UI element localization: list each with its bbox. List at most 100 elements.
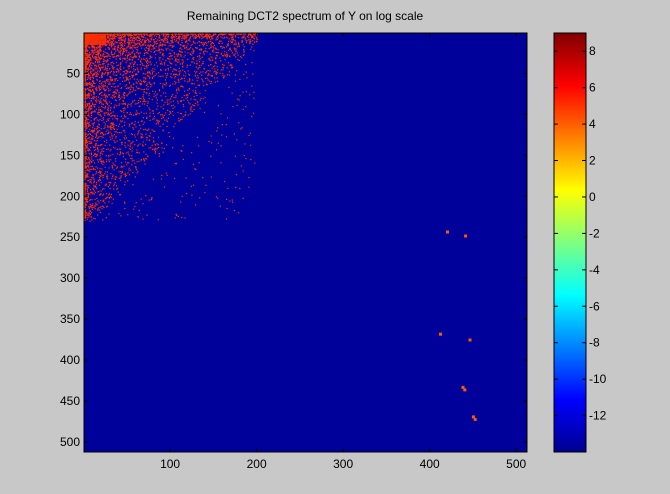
hotspot-pixel [218,34,220,36]
hotspot-pixel [85,197,87,199]
hotspot-pixel [187,89,189,91]
hotspot-pixel [120,176,122,178]
hotspot-pixel [145,39,147,42]
hotspot-pixel [104,45,106,47]
hotspot-pixel [195,168,197,171]
hotspot-pixel [183,74,185,76]
hotspot-pixel [168,33,170,35]
hotspot-pixel [106,69,108,71]
hotspot-pixel [251,46,253,48]
hotspot-pixel [123,124,126,126]
hotspot-pixel [111,38,113,40]
hotspot-pixel [153,148,155,150]
hotspot-pixel [89,70,92,72]
hotspot-pixel [160,33,163,35]
hotspot-pixel [110,195,112,197]
hotspot-pixel [85,174,87,176]
hotspot-pixel [140,98,142,100]
hotspot-pixel [106,34,108,36]
hotspot-pixel [129,154,131,157]
hotspot-pixel [86,156,88,158]
hotspot-pixel [84,190,86,192]
hotspot-pixel [134,54,136,56]
hotspot-pixel [143,41,146,43]
hotspot-pixel [131,160,133,162]
hotspot-pixel [129,78,131,80]
hotspot-pixel [110,61,112,64]
hotspot-pixel [134,47,137,49]
hotspot-pixel [161,43,163,45]
hotspot-pixel [126,51,128,53]
hotspot-pixel [118,36,120,38]
hotspot-pixel [155,148,157,150]
hotspot-pixel [137,33,139,35]
colorbar-gradient [553,32,587,453]
hotspot-pixel [136,42,138,44]
hotspot-pixel [155,43,157,45]
hotspot-pixel [143,54,145,57]
hotspot-pixel [184,38,186,40]
hotspot-pixel [198,55,200,57]
hotspot-pixel [144,143,147,145]
hotspot-pixel [243,35,245,37]
hotspot-pixel [93,168,95,170]
hotspot-pixel [88,77,90,79]
hotspot-pixel [94,133,96,135]
hotspot-pixel [204,102,207,104]
hotspot-pixel [101,153,104,155]
hotspot-pixel [93,149,95,151]
hotspot-pixel [182,38,184,40]
hotspot-pixel [230,33,232,35]
hotspot-pixel [191,43,193,45]
hotspot-pixel [98,93,100,95]
hotspot-pixel [98,58,101,60]
hotspot-pixel [124,51,126,53]
hotspot-pixel [158,75,160,77]
hotspot-pixel [206,44,208,46]
hotspot-pixel [122,57,124,59]
hotspot-pixel [104,67,106,69]
hotspot-pixel [232,35,234,37]
hotspot-pixel [91,71,93,73]
hotspot-pixel [94,82,96,84]
hotspot-pixel [98,172,100,174]
hotspot-pixel [130,148,132,151]
hotspot-pixel [120,41,122,44]
hotspot-pixel [240,57,243,59]
hotspot-pixel [115,117,117,120]
hotspot-pixel [98,111,100,113]
hotspot-pixel [111,122,113,125]
hotspot-pixel [159,57,161,59]
hotspot-pixel [251,34,253,36]
hotspot-pixel [98,179,101,181]
hotspot-pixel [216,55,218,57]
hotspot-pixel [118,71,120,73]
hotspot-pixel [170,101,172,103]
hotspot-pixel [149,48,151,50]
hotspot-pixel [94,153,96,155]
hotspot-pixel [134,44,136,46]
hotspot-pixel [141,35,144,37]
hotspot-pixel [84,70,86,72]
hotspot-pixel [161,174,163,176]
hotspot-pixel [105,217,107,219]
hotspot-pixel [206,70,208,72]
hotspot-pixel [224,33,226,35]
hotspot-pixel [131,147,133,149]
hotspot-pixel [186,94,188,96]
hotspot-pixel [100,101,102,103]
x-tick-label: 500 [506,457,526,471]
hotspot-pixel [104,127,106,129]
hotspot-pixel [142,33,144,35]
hotspot-pixel [84,142,86,144]
hotspot-pixel [121,103,123,105]
hotspot-pixel [122,75,124,77]
hotspot-pixel [127,144,129,146]
hotspot-pixel [116,33,118,36]
hotspot-pixel [96,167,99,169]
hotspot-pixel [116,65,118,67]
hotspot-pixel [113,134,115,136]
hotspot-pixel [192,83,194,85]
hotspot-pixel [239,55,242,58]
hotspot-pixel [134,74,137,76]
